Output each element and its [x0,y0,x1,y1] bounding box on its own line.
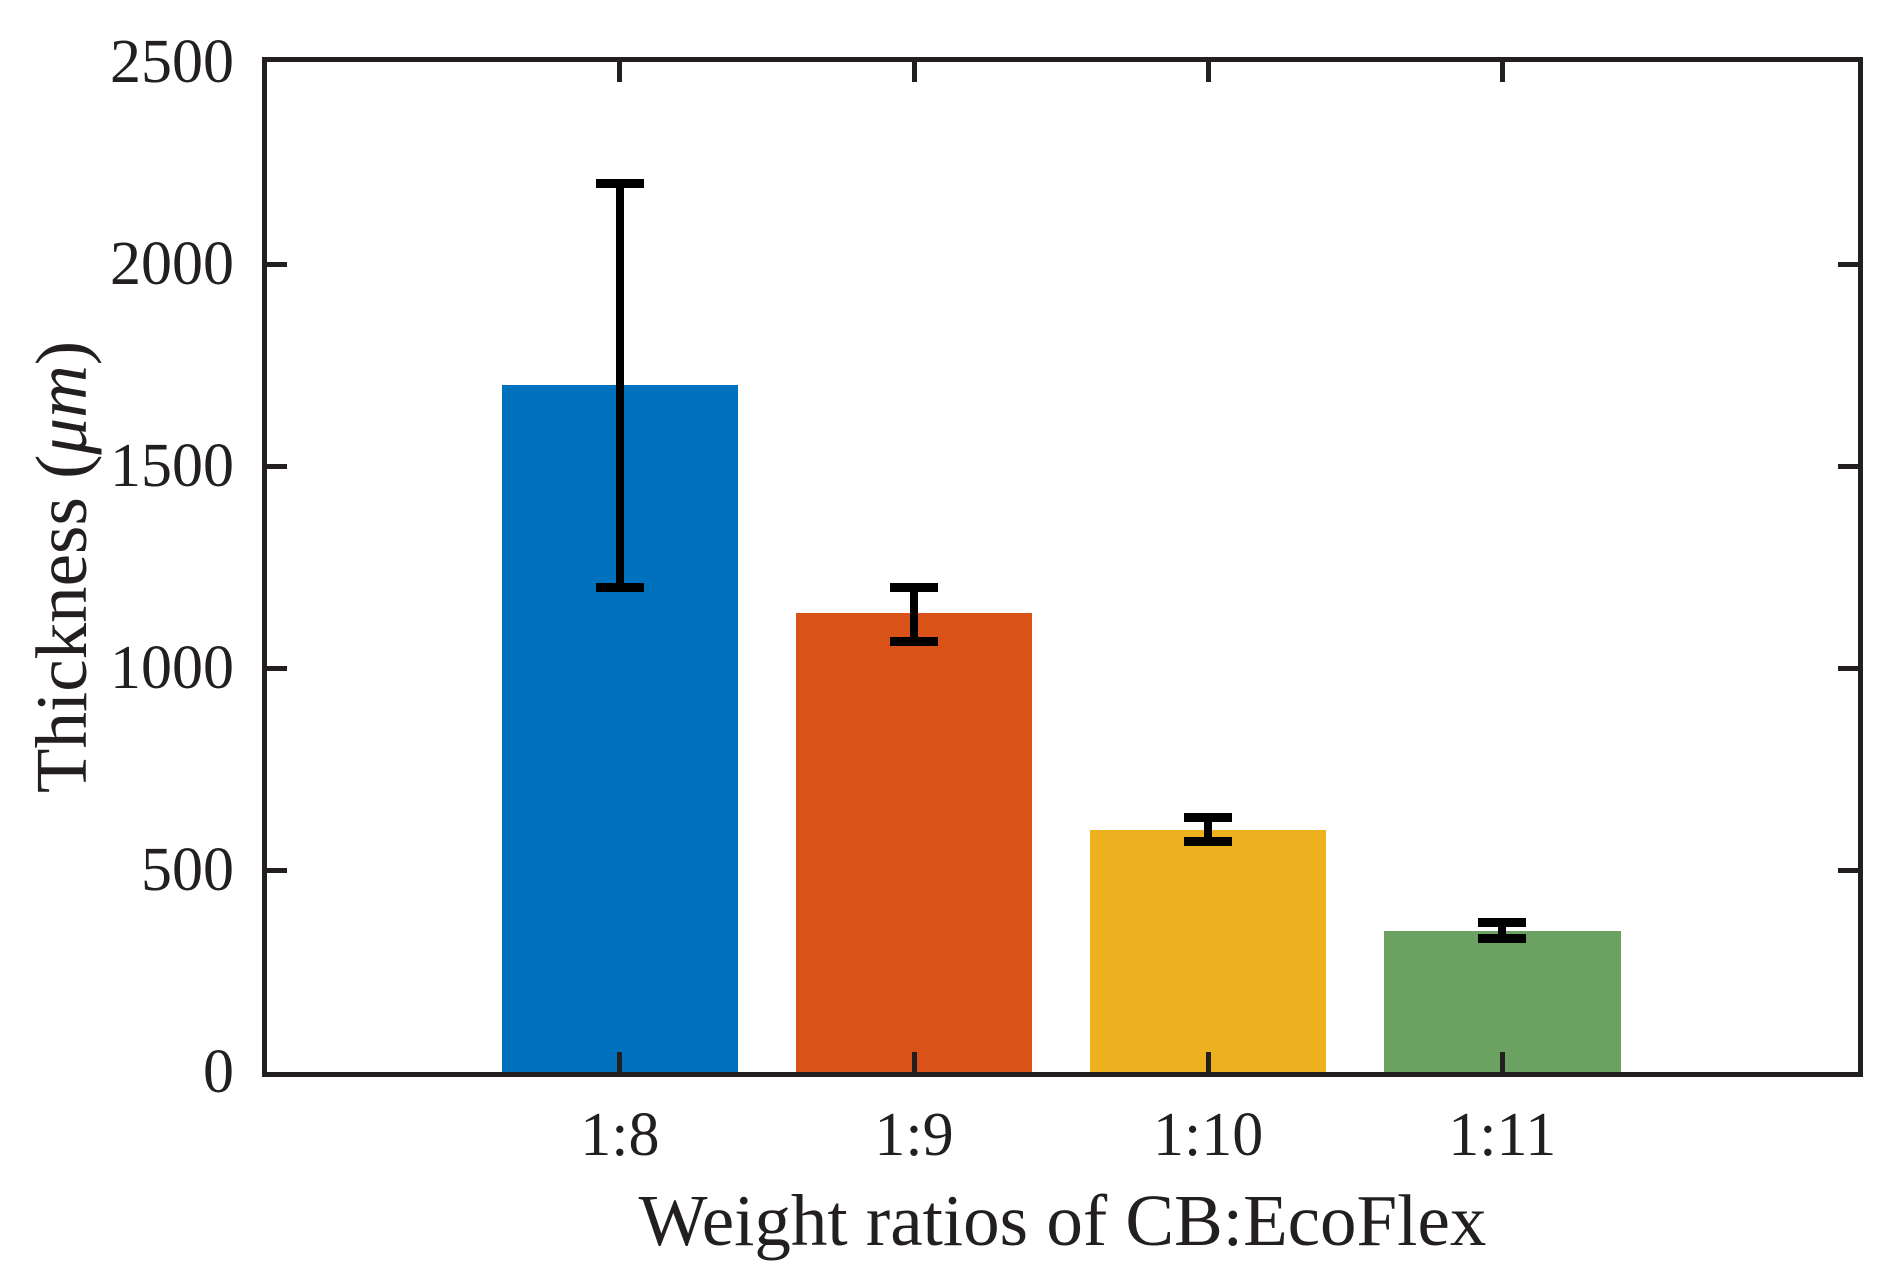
bar-1:10 [1089,829,1327,1072]
bar-1:11 [1383,930,1621,1072]
y-tick-right-500 [1838,867,1858,873]
y-tick-label-0: 0 [203,1038,234,1106]
y-tick-left-1500 [267,463,287,469]
error-bar-1:10 [1204,817,1213,842]
x-tick-label-1:8: 1:8 [580,1101,660,1169]
error-cap-top-1:11 [1478,918,1527,928]
y-tick-label-500: 500 [141,836,234,904]
x-tick-top-1:8 [617,62,623,82]
y-tick-label-2500: 2500 [110,28,234,96]
y-tick-label-2000: 2000 [110,230,234,298]
error-bar-1:8 [615,183,624,588]
error-cap-bottom-1:9 [890,637,938,647]
x-tick-bottom-1:10 [1205,1052,1211,1072]
y-axis-label-close: ) [21,340,102,366]
y-tick-label-1500: 1500 [110,432,234,500]
x-tick-top-1:9 [911,62,917,82]
y-tick-left-500 [267,867,287,873]
y-tick-right-2000 [1838,261,1858,267]
y-tick-label-1000: 1000 [110,634,234,702]
plot-area [262,57,1863,1077]
error-bar-1:9 [910,587,918,642]
x-tick-top-1:10 [1205,62,1211,82]
error-cap-top-1:10 [1184,812,1233,822]
error-cap-bottom-1:10 [1184,837,1233,847]
error-cap-top-1:8 [595,178,644,188]
x-tick-label-1:10: 1:10 [1153,1101,1264,1169]
x-tick-top-1:11 [1499,62,1505,82]
y-tick-right-1000 [1838,665,1858,671]
x-tick-label-1:11: 1:11 [1448,1101,1557,1169]
x-tick-label-1:9: 1:9 [874,1101,954,1169]
y-axis-label: Thickness (μm) [21,340,102,794]
y-tick-left-1000 [267,665,287,671]
x-tick-bottom-1:9 [911,1052,917,1072]
error-bar-1:11 [1498,922,1507,939]
y-tick-right-1500 [1838,463,1858,469]
x-axis-label: Weight ratios of CB:EcoFlex [638,1180,1487,1261]
error-cap-top-1:9 [890,582,938,592]
y-axis-label-text: Thickness ( [21,454,102,794]
x-tick-bottom-1:11 [1499,1052,1505,1072]
x-tick-bottom-1:8 [617,1052,623,1072]
error-cap-bottom-1:8 [595,582,644,592]
error-cap-bottom-1:11 [1478,934,1527,944]
y-tick-left-2000 [267,261,287,267]
bar-1:9 [795,613,1033,1072]
